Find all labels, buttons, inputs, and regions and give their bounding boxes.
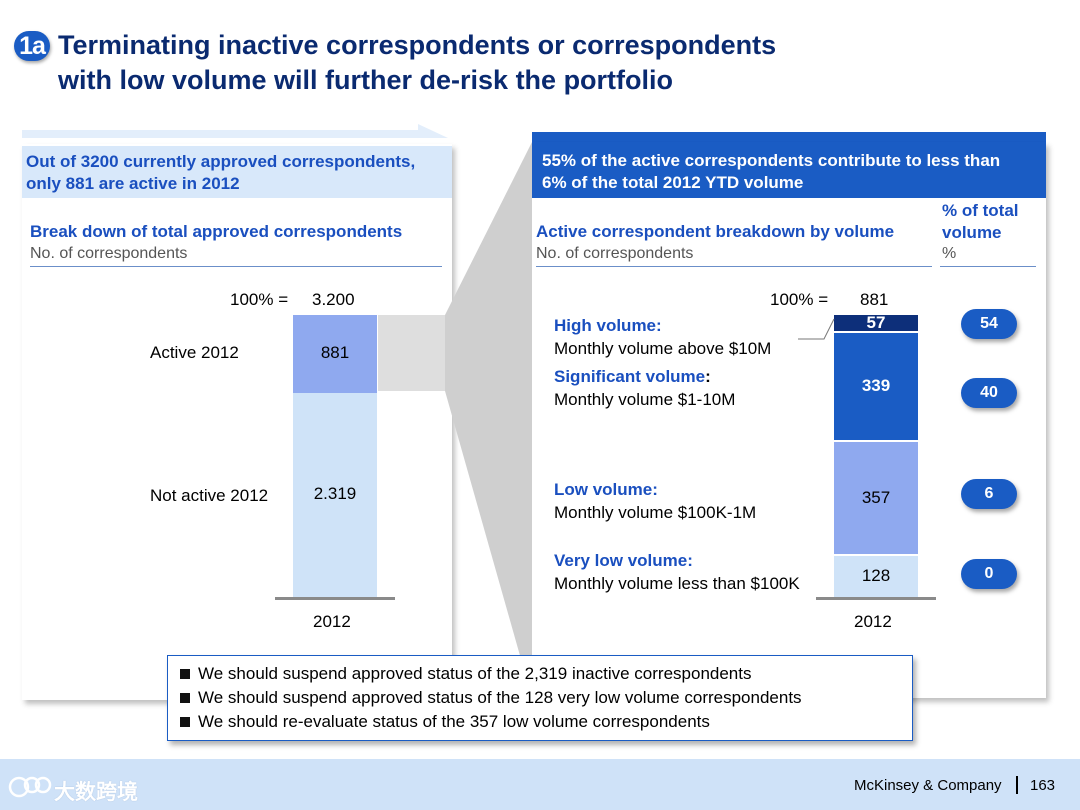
left-total-prefix: 100% = [230, 290, 289, 309]
left-chart-title: Break down of total approved corresponde… [30, 222, 403, 241]
cat-very-low-title: Very low volume: [554, 551, 693, 570]
right-bar-segment-2: 339 [834, 333, 918, 442]
conclusion-bullet-2: We should suspend approved status of the… [168, 688, 912, 712]
title-line-2: with low volume will further de-risk the… [58, 65, 674, 95]
right-panel-header [532, 142, 1046, 198]
right-header-rule [536, 266, 932, 267]
right-bar-segment-1: 357 [834, 441, 918, 557]
conclusion-box: We should suspend approved status of the… [167, 655, 913, 741]
left-headline: Out of 3200 currently approved correspon… [26, 151, 415, 195]
pct-header-line-1: % of total [942, 201, 1019, 220]
pct-pill-significant: 40 [961, 378, 1017, 408]
left-bar-segment-label-1: 881 [320, 342, 350, 362]
title-line-1: Terminating inactive correspondents or c… [58, 30, 777, 60]
conclusion-bullet-3: We should re-evaluate status of the 357 … [168, 712, 912, 736]
bullet-square-icon [180, 717, 190, 727]
cat-high-desc: Monthly volume above $10M [554, 339, 772, 358]
conclusion-text-2: We should suspend approved status of the… [198, 688, 802, 707]
right-total-prefix: 100% = [770, 290, 829, 309]
right-total-value: 881 [860, 290, 889, 309]
footer-company: McKinsey & Company [854, 777, 1002, 794]
left-headline-line-1: Out of 3200 currently approved correspon… [26, 152, 416, 171]
cat-significant-desc: Monthly volume $1-10M [554, 390, 736, 409]
left-x-tick: 2012 [313, 612, 351, 631]
left-bar-segment-label-0: 2.319 [313, 483, 357, 503]
right-bar-segment-label-2: 339 [861, 376, 891, 396]
cat-significant-name: Significant volume [554, 367, 706, 386]
right-bar-segment-label-3: 57 [866, 313, 886, 332]
left-panel: Out of 3200 currently approved correspon… [22, 144, 452, 700]
pct-pill-low: 6 [961, 479, 1017, 509]
footer-divider [1016, 776, 1018, 794]
cat-significant-colon: : [705, 367, 711, 386]
right-chart-subtitle: No. of correspondents [536, 245, 694, 262]
zoom-wedge [445, 142, 532, 698]
left-panel-header [22, 146, 452, 198]
watermark-text: 大数跨境 [54, 781, 138, 804]
left-panel-arrow [22, 124, 462, 144]
conclusion-text-1: We should suspend approved status of the… [198, 664, 752, 683]
right-bar-segment-label-1: 357 [861, 487, 891, 507]
zoom-band [378, 315, 445, 391]
pct-subheader: % [942, 245, 957, 262]
left-header-rule [30, 266, 442, 267]
left-chart-subtitle: No. of correspondents [30, 245, 188, 262]
right-bar-segment-0: 128 [834, 556, 918, 597]
right-headline-line-1: 55% of the active correspondents contrib… [542, 151, 1001, 170]
left-baseline [275, 597, 395, 600]
cat-high-title: High volume: [554, 316, 662, 335]
conclusion-bullet-1: We should suspend approved status of the… [168, 664, 912, 688]
footer-bar [0, 759, 1080, 810]
left-bar-segment-1: 881 [293, 315, 377, 393]
conclusion-text-3: We should re-evaluate status of the 357 … [198, 712, 710, 731]
left-headline-line-2: only 881 are active in 2012 [26, 174, 240, 193]
footer-page-number: 163 [1030, 777, 1056, 794]
left-legend-not-active: Not active 2012 [150, 486, 269, 505]
left-total-value: 3.200 [312, 290, 355, 309]
left-bar-segment-0: 2.319 [293, 392, 377, 597]
right-headline-line-2: 6% of the total 2012 YTD volume [542, 173, 804, 192]
pct-header-line-2: volume [942, 223, 1002, 242]
pct-pill-high: 54 [961, 309, 1017, 339]
cat-low-title: Low volume: [554, 480, 658, 499]
page-title: Terminating inactive correspondents or c… [58, 28, 958, 98]
section-badge: 1a [14, 31, 50, 61]
right-panel-top-bar [532, 132, 1046, 142]
pct-header-rule [940, 266, 1036, 267]
right-headline: 55% of the active correspondents contrib… [542, 150, 1000, 194]
bullet-square-icon [180, 693, 190, 703]
right-panel: 55% of the active correspondents contrib… [532, 142, 1046, 698]
cat-low-desc: Monthly volume $100K-1M [554, 503, 757, 522]
right-bar-segment-label-0: 128 [861, 565, 891, 585]
cat-very-low-desc: Monthly volume less than $100K [554, 574, 800, 593]
right-bar: 128 357 339 57 [834, 313, 918, 597]
watermark-logo-icon [8, 776, 52, 798]
right-chart-title: Active correspondent breakdown by volume [536, 222, 895, 241]
pct-header: % of total volume [942, 200, 1019, 244]
high-volume-leader-line [798, 318, 835, 340]
bullet-square-icon [180, 669, 190, 679]
right-x-tick: 2012 [854, 612, 892, 631]
right-bar-segment-3: 57 [834, 313, 918, 334]
left-legend-active: Active 2012 [150, 343, 239, 362]
cat-significant-title: Significant volume: [554, 367, 711, 387]
left-bar: 2.319 881 [293, 315, 377, 597]
right-baseline [816, 597, 936, 600]
pct-pill-very-low: 0 [961, 559, 1017, 589]
